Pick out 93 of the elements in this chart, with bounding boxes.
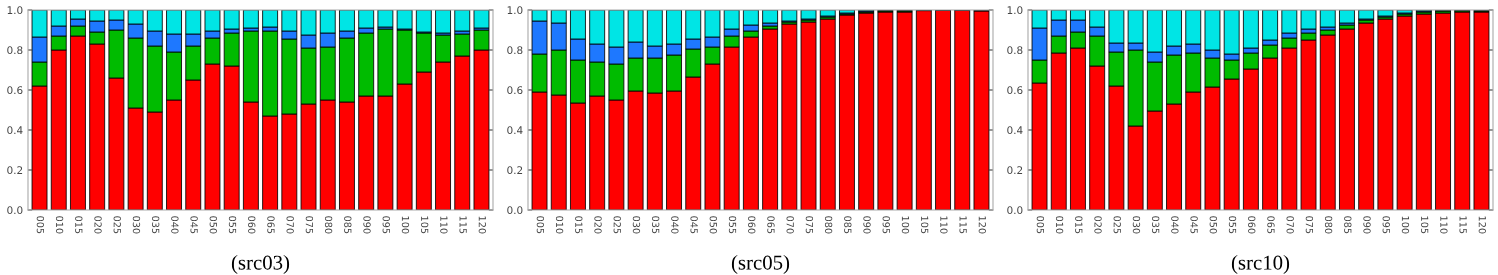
x-tick-label: 015 (575, 216, 583, 234)
x-tick-label: 055 (728, 216, 737, 234)
x-tick-label: 035 (152, 216, 160, 234)
y-tick-label: 1.0 (507, 6, 523, 15)
x-tick-label: 010 (1055, 216, 1064, 234)
x-tick-label: 110 (440, 216, 448, 234)
y-tick-label: 0.4 (1007, 126, 1023, 135)
y-tick-label: 0.6 (1007, 86, 1023, 95)
y-tick-label: 0.6 (507, 86, 523, 95)
x-tick-label: 100 (1401, 216, 1410, 234)
x-tick-label: 090 (363, 216, 371, 234)
x-tick-label: 030 (132, 216, 141, 234)
x-tick-label: 055 (1228, 216, 1237, 234)
y-tick-label: 0.8 (1007, 46, 1023, 55)
x-tick-label: 030 (1132, 216, 1141, 234)
x-tick-label: 040 (1171, 216, 1179, 234)
x-tick-label: 075 (305, 216, 314, 234)
x-tick-label: 065 (767, 216, 775, 234)
x-tick-label: 085 (344, 216, 352, 234)
x-tick-label: 035 (652, 216, 660, 234)
y-tick-label: 0.0 (1007, 206, 1023, 215)
x-tick-label: 040 (671, 216, 679, 234)
x-tick-label: 095 (1382, 216, 1390, 234)
x-tick-label: 085 (844, 216, 852, 234)
x-tick-label: 120 (1478, 216, 1486, 234)
x-tick-label: 080 (324, 216, 333, 234)
y-tick-label: 0.0 (7, 206, 23, 215)
x-tick-label: 110 (940, 216, 948, 234)
x-tick-label: 055 (228, 216, 237, 234)
x-tick-label: 100 (401, 216, 410, 234)
x-tick-label: 015 (1075, 216, 1083, 234)
x-tick-label: 115 (1459, 216, 1467, 234)
y-tick-label: 0.2 (1007, 166, 1023, 175)
y-tick-label: 0.8 (7, 46, 23, 55)
x-tick-label: 100 (901, 216, 910, 234)
x-tick-label: 080 (1324, 216, 1333, 234)
x-tick-label: 075 (805, 216, 814, 234)
x-tick-label: 065 (267, 216, 275, 234)
x-tick-label: 045 (1190, 216, 1198, 234)
x-tick-label: 025 (613, 216, 621, 234)
x-tick-label: 025 (113, 216, 121, 234)
y-tick-label: 0.4 (7, 126, 23, 135)
x-tick-label: 020 (1094, 216, 1102, 234)
x-tick-label: 050 (209, 216, 217, 234)
x-tick-label: 030 (632, 216, 641, 234)
x-tick-label: 020 (594, 216, 602, 234)
y-tick-label: 0.2 (507, 166, 523, 175)
x-tick-label: 040 (171, 216, 179, 234)
x-tick-label: 060 (1248, 216, 1256, 234)
x-tick-label: 070 (786, 216, 794, 234)
x-tick-label: 075 (1305, 216, 1314, 234)
x-tick-label: 025 (1113, 216, 1121, 234)
x-tick-label: 120 (978, 216, 986, 234)
x-tick-label: 085 (1344, 216, 1352, 234)
y-tick-label: 1.0 (7, 6, 23, 15)
x-tick-label: 070 (286, 216, 294, 234)
x-tick-label: 070 (1286, 216, 1294, 234)
x-tick-label: 105 (921, 216, 929, 234)
x-tick-label: 115 (459, 216, 467, 234)
x-tick-label: 045 (690, 216, 698, 234)
x-tick-label: 080 (824, 216, 833, 234)
x-tick-label: 110 (1440, 216, 1448, 234)
x-tick-label: 060 (748, 216, 756, 234)
x-tick-label: 095 (882, 216, 890, 234)
y-tick-label: 0.8 (507, 46, 523, 55)
text: (src05) (731, 255, 790, 274)
y-tick-label: 0.0 (507, 206, 523, 215)
x-tick-label: 035 (1152, 216, 1160, 234)
x-tick-label: 060 (248, 216, 256, 234)
y-tick-label: 0.6 (7, 86, 23, 95)
x-tick-label: 005 (1036, 216, 1045, 234)
y-tick-label: 1.0 (1007, 6, 1023, 15)
x-tick-label: 095 (382, 216, 390, 234)
x-tick-label: 050 (709, 216, 717, 234)
x-tick-label: 120 (478, 216, 486, 234)
text: (src10) (1231, 255, 1290, 274)
x-tick-label: 115 (959, 216, 967, 234)
x-tick-label: 020 (94, 216, 102, 234)
y-tick-label: 0.4 (507, 126, 523, 135)
x-tick-label: 105 (421, 216, 429, 234)
x-tick-label: 010 (555, 216, 564, 234)
y-tick-label: 0.2 (7, 166, 23, 175)
x-tick-label: 050 (1209, 216, 1217, 234)
x-tick-label: 010 (55, 216, 64, 234)
x-tick-label: 065 (1267, 216, 1275, 234)
x-tick-label: 045 (190, 216, 198, 234)
x-tick-label: 005 (536, 216, 545, 234)
text: (src03) (231, 255, 290, 274)
x-tick-label: 105 (1421, 216, 1429, 234)
x-tick-label: 015 (75, 216, 83, 234)
x-tick-label: 090 (863, 216, 871, 234)
x-tick-label: 005 (36, 216, 45, 234)
x-tick-label: 090 (1363, 216, 1371, 234)
